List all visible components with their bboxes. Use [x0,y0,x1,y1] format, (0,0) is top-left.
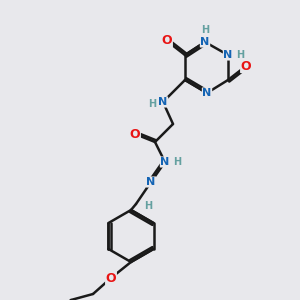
Text: N: N [202,88,211,98]
Text: H: H [201,25,209,35]
Text: N: N [200,37,210,47]
Text: H: H [144,201,152,211]
Text: N: N [224,50,232,60]
Text: O: O [130,128,140,140]
Text: O: O [162,34,172,47]
Text: N: N [146,177,156,187]
Text: H: H [173,157,181,167]
Text: O: O [241,59,251,73]
Text: O: O [106,272,116,284]
Text: H: H [148,99,156,109]
Text: N: N [160,157,169,167]
Text: H: H [236,50,244,60]
Text: N: N [158,97,168,107]
